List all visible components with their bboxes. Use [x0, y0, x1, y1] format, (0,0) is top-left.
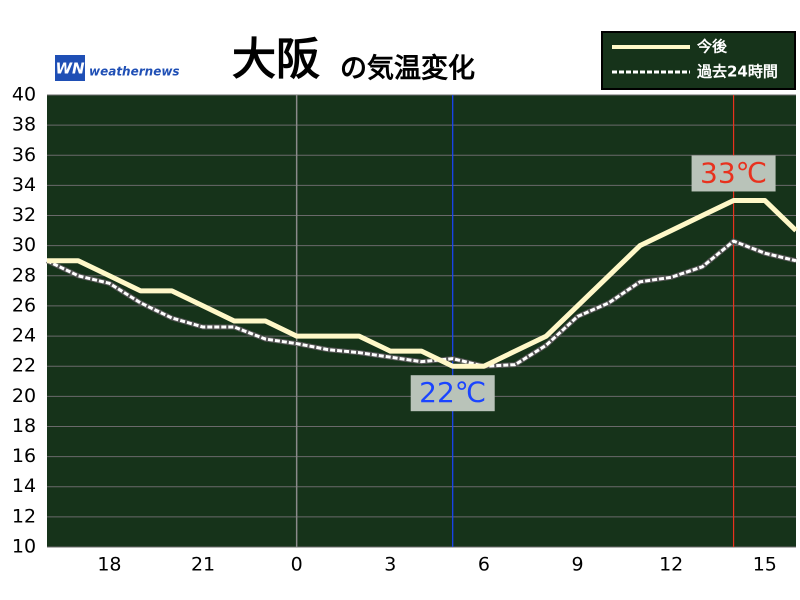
y-tick-label: 18 — [12, 415, 36, 437]
logo-mark: WN — [55, 60, 85, 78]
x-tick-label: 21 — [191, 554, 215, 576]
y-tick-label: 36 — [12, 144, 36, 166]
series-line — [46, 239, 797, 368]
y-tick-label: 20 — [12, 385, 36, 407]
annotation-box — [410, 375, 495, 412]
legend-box — [601, 31, 796, 90]
y-tick-label: 10 — [12, 536, 36, 558]
x-tick-label: 15 — [753, 554, 777, 576]
x-tick-label: 6 — [478, 554, 490, 576]
legend-label: 過去24時間 — [696, 63, 778, 81]
y-tick-label: 34 — [12, 174, 36, 196]
plot-area — [47, 95, 796, 547]
y-tick-label: 22 — [12, 355, 36, 377]
legend: 今後 過去24時間 — [601, 31, 796, 90]
logo-text: weathernews — [89, 65, 180, 79]
x-tick-label: 0 — [291, 554, 303, 576]
x-tick-label: 18 — [97, 554, 121, 576]
y-tick-label: 28 — [12, 264, 36, 286]
y-tick-label: 38 — [12, 114, 36, 136]
annotation: 22℃ — [419, 376, 486, 409]
x-tick-label: 12 — [659, 554, 683, 576]
chart-title: 大阪 — [232, 34, 320, 85]
y-tick-label: 24 — [12, 325, 36, 347]
legend-label: 今後 — [696, 38, 728, 56]
x-tick-label: 9 — [571, 554, 583, 576]
y-tick-label: 40 — [12, 84, 36, 106]
y-tick-label: 12 — [12, 505, 36, 527]
y-tick-label: 32 — [12, 204, 36, 226]
y-tick-label: 30 — [12, 234, 36, 256]
series-line — [47, 197, 798, 369]
annotation: 33℃ — [700, 156, 767, 189]
annotation-box — [691, 155, 776, 192]
logo: WN weathernews — [55, 55, 180, 81]
y-tick-label: 14 — [12, 475, 36, 497]
y-tick-label: 16 — [12, 445, 36, 467]
logo-box — [55, 55, 85, 81]
y-tick-label: 26 — [12, 294, 36, 316]
chart-subtitle: の気温変化 — [340, 53, 475, 85]
x-tick-label: 3 — [384, 554, 396, 576]
